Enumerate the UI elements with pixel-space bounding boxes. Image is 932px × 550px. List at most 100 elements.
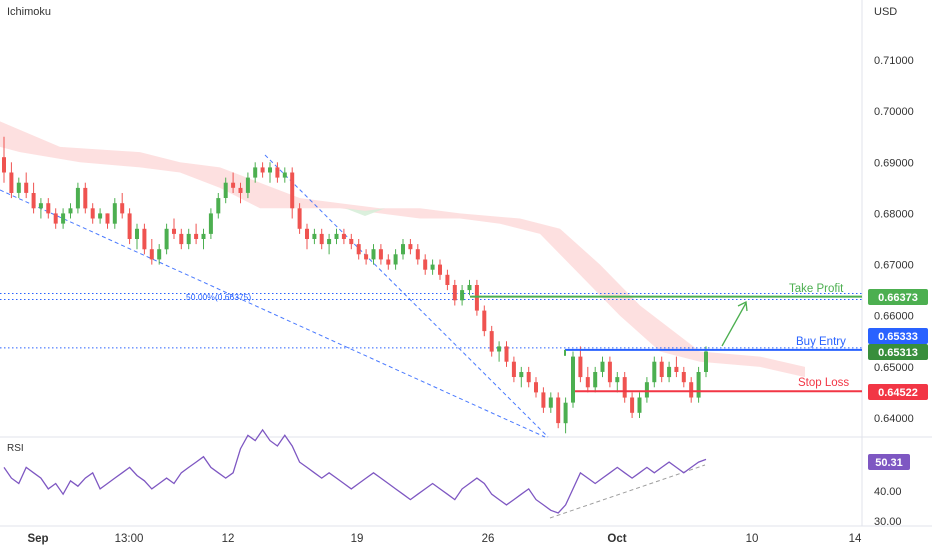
candle-body [90,208,95,219]
candle-body [260,167,265,173]
price-tick-label: 0.68000 [874,208,914,220]
candle-body [548,397,553,408]
candle [179,228,184,250]
candle [290,167,295,219]
rsi-current-value: 50.31 [875,457,903,469]
candle-body [681,372,686,383]
candle-body [600,361,605,372]
candle [194,223,199,245]
candle [704,346,708,378]
candle-body [216,198,221,214]
candle [504,341,509,367]
candle [696,366,701,403]
buy-entry-badge: 0.65333 [868,328,928,344]
candle-body [142,228,147,250]
candle-body [526,372,531,383]
candle [452,279,457,306]
candle-body [319,233,324,245]
candle [53,208,58,229]
candle-body [9,172,14,193]
candle-body [135,228,139,239]
candle [75,182,80,214]
candle [268,162,272,183]
stop-loss-value: 0.64522 [878,387,918,399]
candle [511,356,516,383]
rsi-label: RSI [7,443,24,454]
rsi-tick-label: 30.00 [874,516,902,528]
candle-body [290,172,295,209]
candle [349,233,354,250]
candle [172,218,176,239]
candle-body [696,372,701,398]
candle [674,356,679,378]
take-profit-label: Take Profit [789,283,844,295]
candle [164,223,169,255]
candle-body [622,377,627,398]
candle-body [408,244,413,250]
candle [652,356,657,388]
candle-body [467,285,472,291]
trade-levels [470,295,862,393]
candle-body [334,233,339,239]
candle-body [38,203,43,209]
time-tick-label: Sep [27,533,48,545]
candle-body [2,157,6,173]
candle [186,228,191,250]
candle-body [452,285,457,301]
candle-body [386,259,391,265]
indicator-label: Ichimoku [7,6,51,18]
candle [364,249,369,265]
candle [489,325,494,357]
candle-body [430,264,435,270]
candle [2,136,6,183]
candle-body [327,239,332,245]
time-tick-label: 26 [482,533,495,545]
projection-arrow-shaft [721,302,747,347]
candle [142,223,147,255]
candle [16,177,21,199]
rsi-line [3,428,707,514]
candle-body [105,213,110,224]
candle [201,228,206,250]
candle-body [578,356,583,378]
axes: 0.71000 0.70000 0.69000 0.68000 0.67000 0.660… [27,55,913,545]
candle [282,167,287,183]
candle-body [393,254,398,265]
price-tick-label: 0.66000 [874,311,914,323]
candle [585,366,590,393]
candle-body [356,244,361,255]
candle [600,356,605,378]
candle-body [208,213,213,234]
candle [571,351,575,408]
candle [460,285,465,306]
candle [327,233,332,255]
candle-body [75,187,80,209]
candle-body [364,254,369,260]
candle [681,366,686,388]
candle [238,182,243,204]
candle-body [305,228,309,239]
price-tick-label: 0.65000 [874,362,914,374]
candle-body [563,402,568,424]
fib-level-label: 50.00%(0.66375) [186,292,251,302]
trend-line-lower [0,189,546,438]
candle-body [482,310,487,332]
candle [127,208,132,245]
candle-body [53,213,58,224]
candle-body [593,372,598,388]
candle [231,172,236,193]
candle [467,279,472,296]
candle [497,341,502,362]
price-tick-label: 0.70000 [874,106,914,118]
candle [90,203,95,224]
candle [135,223,139,250]
candle [423,254,428,275]
candle [637,392,642,418]
rsi-value-badge: 50.31 [868,454,910,470]
candle [334,228,339,245]
last-price-badge: 0.65313 [868,344,928,360]
candle [157,244,162,265]
candle [260,162,265,178]
